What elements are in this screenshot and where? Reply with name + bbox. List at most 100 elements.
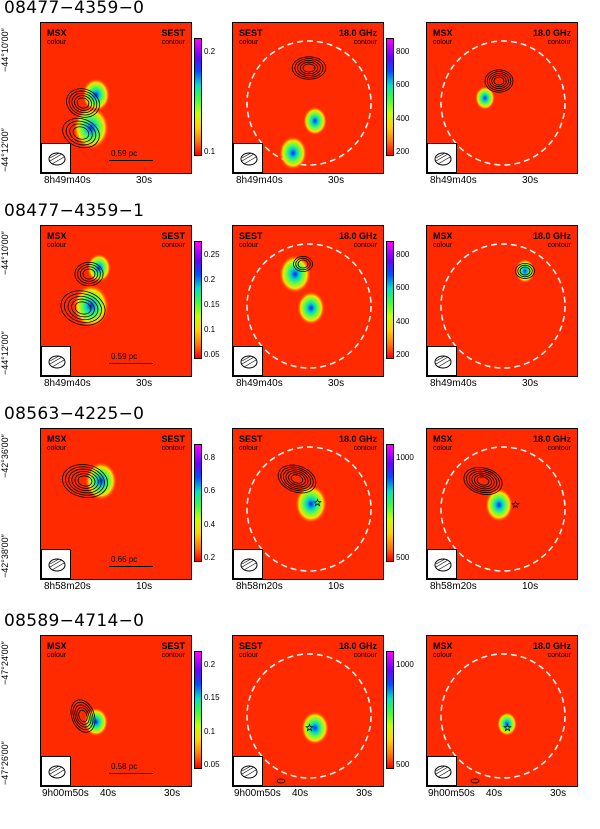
colour-bar-tick: 500 (396, 553, 410, 562)
map-image: ☆ (246, 653, 372, 784)
panel-sublabel-right: contour (547, 242, 571, 249)
panel-label-right: SEST (161, 231, 185, 241)
emission-peak (301, 711, 329, 745)
emission-peak (279, 254, 311, 294)
contour-line (82, 268, 96, 280)
panel-label-right: SEST (161, 641, 185, 651)
primary-beam-circle (246, 653, 372, 779)
contour-line (297, 60, 321, 77)
beam-box (233, 549, 263, 579)
x-tick-label: 30s (522, 175, 539, 186)
star-marker: ☆ (511, 500, 520, 511)
beam-box (41, 143, 71, 173)
emission-peak (485, 488, 513, 522)
colour-bar (386, 651, 394, 769)
contour-line (65, 466, 105, 496)
colour-bar-tick: 800 (396, 47, 410, 56)
contour-line (297, 259, 309, 269)
map-image: ☆ (246, 446, 372, 572)
map-panel: ☆ MSX colour 18.0 GHz contour (426, 428, 578, 580)
panel-label-right: 18.0 GHz (338, 641, 377, 651)
contour-line (74, 261, 104, 287)
panel-label-left: SEST (239, 434, 263, 444)
contour-line (463, 467, 503, 495)
contour-line (470, 778, 480, 784)
emission-peak (84, 707, 108, 737)
map-panel: MSX colour 18.0 GHz contour (426, 22, 578, 174)
map-panel: MSX colour SEST contour 0.59 pc (40, 22, 192, 174)
contour-line (74, 473, 96, 489)
contour-line (69, 123, 93, 143)
panel-sublabel-left: colour (239, 242, 259, 249)
beam-box (427, 549, 457, 579)
panel-label-right: 18.0 GHz (338, 28, 377, 38)
emission-peak (297, 291, 325, 325)
panel-sublabel-left: colour (239, 39, 259, 46)
panel-sublabel-left: colour (433, 39, 453, 46)
primary-beam-circle (246, 243, 372, 369)
primary-beam-circle (440, 243, 566, 369)
panel-label-left: SEST (239, 28, 263, 38)
contour-line (71, 298, 95, 318)
colour-bar-tick: 800 (396, 250, 410, 259)
emission-peak (497, 712, 517, 736)
map-panel: MSX colour SEST contour 0.58 pc (40, 635, 192, 787)
map-image (60, 253, 111, 328)
colour-bar-tick: 0.6 (204, 486, 216, 496)
beam-box (41, 756, 71, 786)
colour-bar-tick: 0.4 (204, 519, 216, 529)
x-tick-label: 8h49m40s (44, 378, 91, 389)
primary-beam-circle (440, 446, 566, 572)
emission-peak (295, 484, 327, 524)
primary-beam-circle (440, 40, 566, 166)
contour-line (72, 126, 90, 140)
panel-label-left: MSX (433, 641, 453, 651)
x-tick-label: 8h58m20s (430, 581, 477, 592)
x-tick-label: 40s (486, 788, 503, 799)
x-tick-label: 8h58m20s (44, 581, 91, 592)
map-image: ☆ (440, 446, 566, 572)
y-tick-label: −42°38′00″ (0, 534, 10, 578)
contour-line (74, 704, 92, 728)
contour-line (293, 255, 313, 272)
x-tick-label: 30s (136, 175, 153, 186)
emission-peak (515, 259, 535, 283)
panel-label-left: SEST (239, 231, 263, 241)
star-marker: ☆ (305, 723, 314, 734)
map-image (62, 461, 117, 501)
panel-sublabel-right: contour (353, 445, 377, 452)
row-title: 08589−4714−0 (4, 611, 145, 631)
panel-label-left: MSX (47, 434, 67, 444)
scale-bar-label: 0.59 pc (111, 149, 138, 158)
map-image (440, 40, 566, 166)
primary-beam-circle (246, 40, 372, 166)
x-tick-label: 10s (328, 581, 345, 592)
scale-bar (109, 566, 153, 567)
x-tick-label: 8h49m40s (430, 175, 477, 186)
star-marker: ☆ (503, 723, 512, 734)
map-image (246, 40, 372, 170)
beam-box (41, 346, 71, 376)
map-panel: ☆ SEST colour 18.0 GHz contour (232, 428, 384, 580)
beam-box (233, 143, 263, 173)
primary-beam-circle (440, 653, 566, 779)
map-panel: MSX colour SEST contour 0.65 pc (40, 428, 192, 580)
colour-bar-tick: 0.8 (204, 453, 216, 462)
x-tick-label: 40s (292, 788, 309, 799)
y-tick-label: −42°36′00″ (0, 434, 10, 478)
contour-line (74, 301, 92, 315)
panel-label-left: MSX (433, 28, 453, 38)
contour-line (77, 264, 101, 284)
map-image: ☆ (440, 653, 566, 784)
contour-line (280, 466, 314, 492)
colour-bar-tick: 0.05 (204, 760, 220, 769)
colour-bar (386, 444, 394, 562)
panel-label-right: 18.0 GHz (532, 28, 571, 38)
contour-line (67, 295, 99, 321)
map-panel: SEST colour 18.0 GHz contour (232, 225, 384, 377)
panel-sublabel-right: contour (353, 39, 377, 46)
panel-label-left: MSX (433, 434, 453, 444)
x-tick-label: 8h49m40s (430, 378, 477, 389)
panel-sublabel-left: colour (239, 445, 259, 452)
panel-label-left: MSX (47, 231, 67, 241)
